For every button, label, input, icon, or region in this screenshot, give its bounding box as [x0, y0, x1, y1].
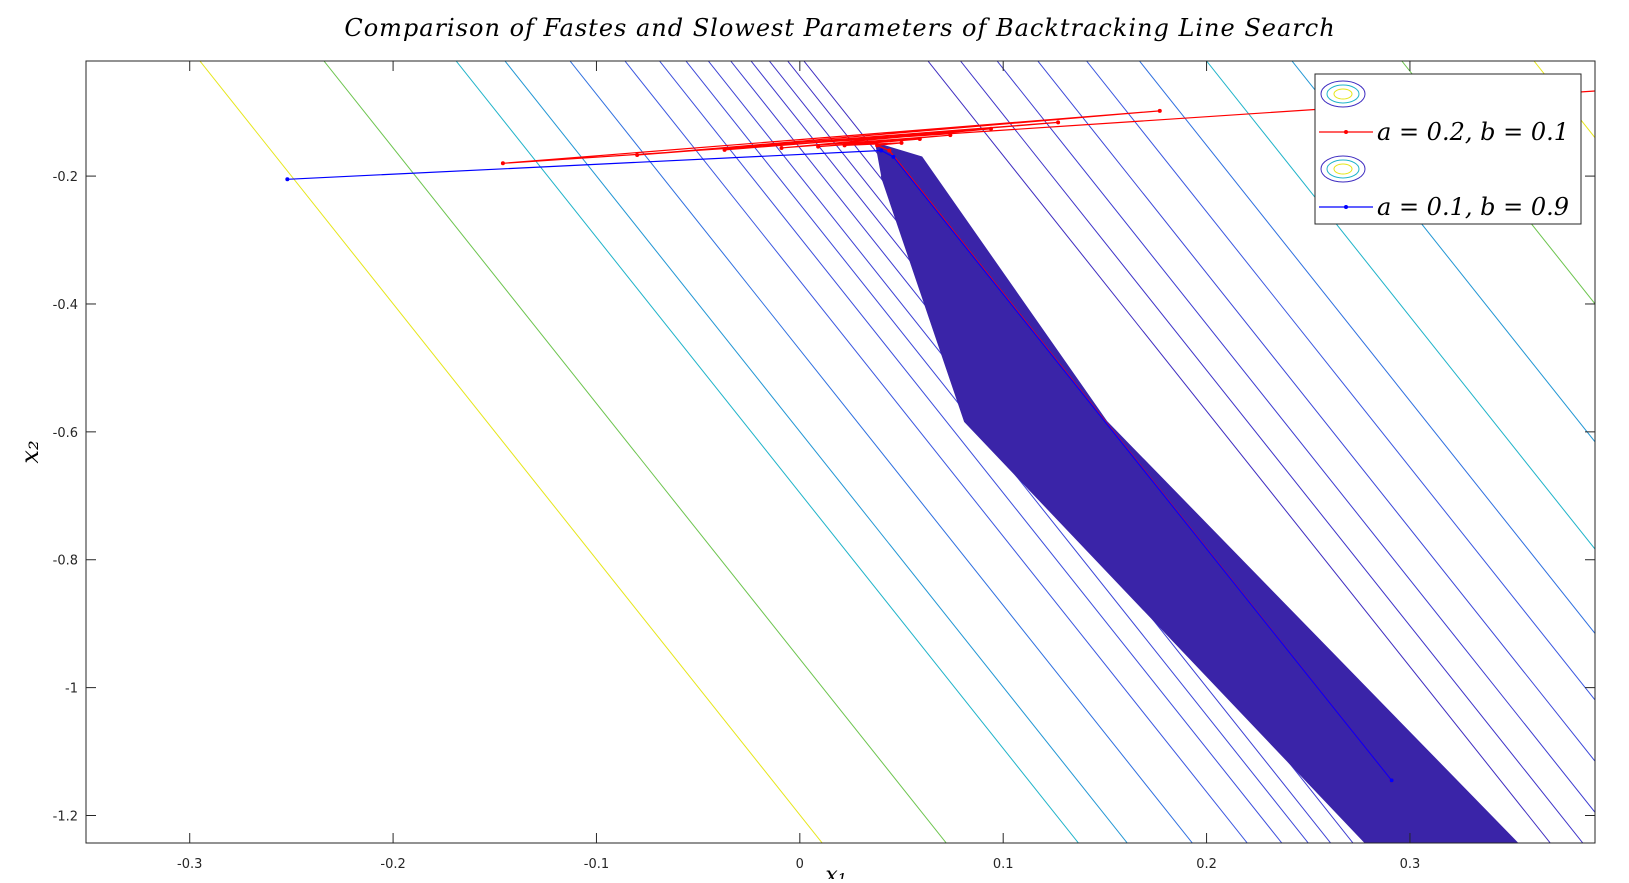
trajectory-point — [1157, 108, 1162, 113]
trajectory-point — [779, 145, 784, 150]
x-tick-label: 0.3 — [1400, 857, 1421, 872]
trajectory-line — [287, 149, 1393, 781]
legend-contour-icon — [1333, 163, 1353, 175]
trajectory-point — [891, 154, 896, 159]
trajectory-point — [887, 148, 892, 153]
x-tick-label: 0 — [796, 857, 804, 872]
contour-line — [1139, 61, 1595, 635]
trajectory-point — [1611, 88, 1615, 92]
legend-box — [1314, 73, 1582, 225]
legend-marker — [1344, 130, 1348, 134]
legend-label: a = 0.1, b = 0.9 — [1377, 193, 1569, 221]
axes: -0.3 -0.2 -0.1 0 0.1 0.2 0.3 -1.2 -1 -0.8 -0.6 -0.4… — [53, 60, 1596, 872]
x-tick-label: -0.2 — [380, 857, 405, 872]
x-tick-label: -0.1 — [584, 857, 609, 872]
y-axis-label: x₂ — [16, 440, 44, 463]
contour-line — [504, 61, 1128, 843]
x-tick-label: 0.1 — [993, 857, 1014, 872]
contour-line — [1037, 61, 1595, 763]
trajectory-point — [1389, 778, 1394, 783]
trajectory-point — [948, 133, 953, 138]
contour-line — [927, 61, 1551, 843]
y-tick-label: -0.8 — [53, 554, 78, 569]
trajectory-point — [1056, 120, 1061, 125]
contour-line — [455, 61, 1079, 843]
contour-line — [960, 61, 1584, 843]
trajectory-point — [722, 147, 727, 152]
x-axis-label: x₁ — [825, 863, 846, 879]
contour-line — [323, 61, 947, 843]
chart-title: Comparison of Fastes and Slowest Paramet… — [344, 14, 1335, 42]
legend-contour-icon — [1320, 80, 1366, 108]
x-tick-label: 0.2 — [1196, 857, 1217, 872]
legend-contour-icon — [1333, 88, 1353, 100]
y-tick-label: -1 — [65, 682, 78, 697]
trajectory-point — [635, 152, 640, 157]
trajectory-point — [875, 143, 880, 148]
contour-line — [1086, 61, 1595, 701]
trajectory-point — [879, 148, 884, 153]
trajectory-point — [816, 144, 821, 149]
legend-contour-icon — [1326, 159, 1360, 179]
contour-line — [199, 61, 823, 843]
x-tick-label: -0.3 — [177, 857, 202, 872]
contour-line — [1206, 61, 1595, 550]
y-tick-label: -1.2 — [53, 810, 78, 825]
contour-line — [624, 61, 1248, 843]
legend-label: a = 0.2, b = 0.1 — [1377, 118, 1569, 146]
contour-line — [996, 61, 1595, 814]
trajectory-point — [917, 137, 922, 142]
y-tick-label: -0.6 — [53, 426, 78, 441]
legend-marker — [1344, 205, 1348, 209]
axes-box — [85, 60, 1596, 844]
trajectory-point — [500, 161, 505, 166]
contour-line — [569, 61, 1193, 843]
trajectory-point — [899, 140, 904, 145]
y-tick-label: -0.4 — [53, 298, 78, 313]
trajectory-line — [502, 90, 1595, 781]
legend: a = 0.2, b = 0.1 a = 0.1, b = 0.9 — [1314, 73, 1582, 225]
plot-area — [199, 61, 1615, 843]
trajectory-point — [285, 177, 290, 182]
trajectory-point — [988, 126, 993, 131]
trajectory-point — [842, 143, 847, 148]
legend-contour-icon — [1326, 84, 1360, 104]
contour-line — [659, 61, 1283, 843]
legend-contour-icon — [1320, 155, 1366, 183]
filled-contour-region — [874, 142, 1519, 843]
y-tick-label: -0.2 — [53, 170, 78, 185]
